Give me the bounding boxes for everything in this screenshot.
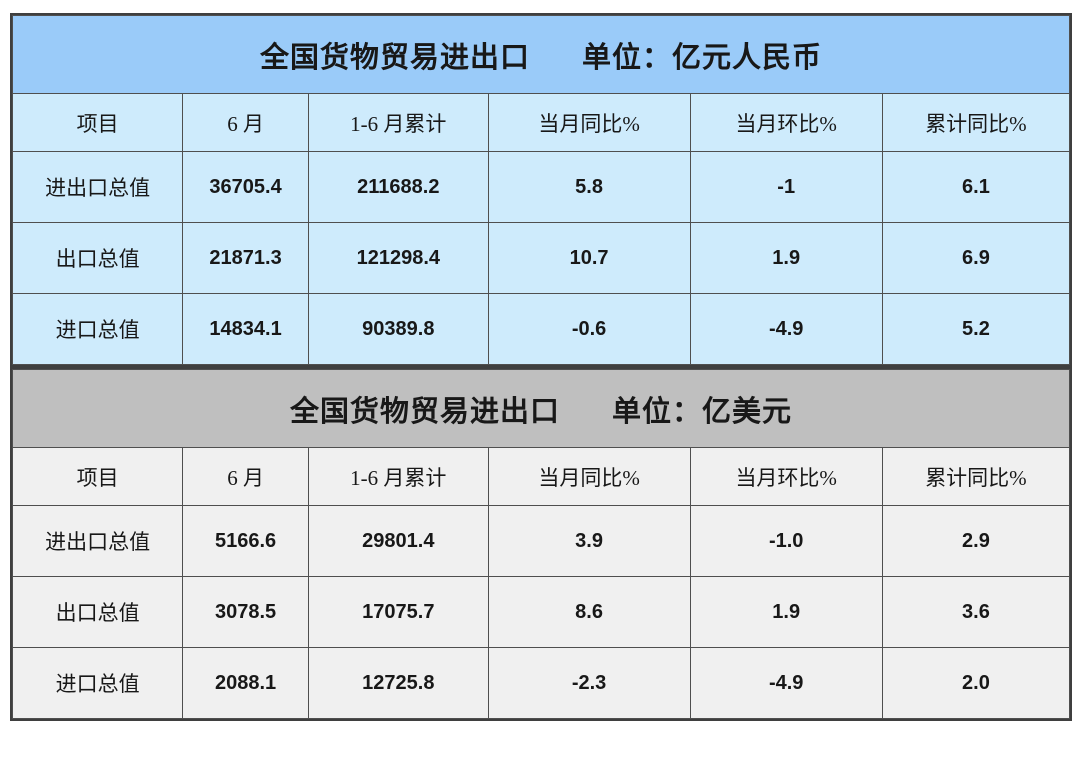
table-row: 进口总值 2088.1 12725.8 -2.3 -4.9 2.0 xyxy=(11,647,1071,719)
value-cell: 211688.2 xyxy=(307,151,489,223)
value-cell: 10.7 xyxy=(487,222,691,294)
header-cell: 当月环比% xyxy=(689,93,883,152)
value-cell: 5.8 xyxy=(487,151,691,223)
row-label-cell: 出口总值 xyxy=(11,576,184,648)
header-cell: 项目 xyxy=(11,447,184,506)
value-cell: 121298.4 xyxy=(307,222,489,294)
table-title-text: 全国货物贸易进出口 xyxy=(259,41,530,74)
trade-tables-container: 全国货物贸易进出口 单位：亿元人民币 项目 6 月 1-6 月累计 当月同比% 当月环比% 累… xyxy=(10,13,1072,721)
value-cell: 3.6 xyxy=(881,576,1071,648)
value-cell: 12725.8 xyxy=(307,647,489,719)
value-cell: 8.6 xyxy=(487,576,691,648)
value-cell: 1.9 xyxy=(689,222,883,294)
value-cell: 36705.4 xyxy=(182,151,309,223)
value-cell: 6.1 xyxy=(881,151,1071,223)
header-cell: 当月同比% xyxy=(487,447,691,506)
table-title-text: 全国货物贸易进出口 xyxy=(289,395,560,428)
row-label-cell: 出口总值 xyxy=(11,222,184,294)
table-row: 进口总值 14834.1 90389.8 -0.6 -4.9 5.2 xyxy=(11,293,1071,365)
table-title-cell: 全国货物贸易进出口 单位：亿元人民币 xyxy=(12,15,1070,94)
row-label-cell: 进出口总值 xyxy=(11,505,184,577)
header-cell: 当月同比% xyxy=(487,93,691,152)
table-unit-text: 单位：亿美元 xyxy=(612,395,793,428)
table-unit-text: 单位：亿元人民币 xyxy=(582,41,823,74)
table-section-rmb: 全国货物贸易进出口 单位：亿元人民币项目 6 月 1-6 月累计 当月同比% 当月环比% 累… xyxy=(10,13,1072,367)
stat-table-rmb: 全国货物贸易进出口 单位：亿元人民币项目 6 月 1-6 月累计 当月同比% 当月环比% 累… xyxy=(11,15,1071,365)
value-cell: -1 xyxy=(689,151,883,223)
value-cell: -1.0 xyxy=(689,505,883,577)
value-cell: -0.6 xyxy=(487,293,691,365)
table-row: 出口总值 21871.3 121298.4 10.7 1.9 6.9 xyxy=(11,222,1071,294)
value-cell: 5.2 xyxy=(881,293,1071,365)
table-title-cell: 全国货物贸易进出口 单位：亿美元 xyxy=(12,369,1070,448)
value-cell: 21871.3 xyxy=(182,222,309,294)
row-label-cell: 进口总值 xyxy=(11,647,184,719)
header-cell: 6 月 xyxy=(182,447,309,506)
table-row: 出口总值 3078.5 17075.7 8.6 1.9 3.6 xyxy=(11,576,1071,648)
header-cell: 累计同比% xyxy=(881,93,1071,152)
table-row: 进出口总值 36705.4 211688.2 5.8 -1 6.1 xyxy=(11,151,1071,223)
table-title-row: 全国货物贸易进出口 单位：亿元人民币 xyxy=(12,15,1070,94)
value-cell: 90389.8 xyxy=(307,293,489,365)
header-cell: 1-6 月累计 xyxy=(307,93,489,152)
value-cell: 17075.7 xyxy=(307,576,489,648)
stat-table-usd: 全国货物贸易进出口 单位：亿美元项目 6 月 1-6 月累计 当月同比% 当月环比% 累计同… xyxy=(11,369,1071,719)
header-cell: 累计同比% xyxy=(881,447,1071,506)
table-section-usd: 全国货物贸易进出口 单位：亿美元项目 6 月 1-6 月累计 当月同比% 当月环比% 累计同… xyxy=(10,367,1072,721)
value-cell: 2.9 xyxy=(881,505,1071,577)
header-cell: 6 月 xyxy=(182,93,309,152)
table-header-row: 项目 6 月 1-6 月累计 当月同比% 当月环比% 累计同比% xyxy=(11,447,1071,506)
row-label-cell: 进出口总值 xyxy=(11,151,184,223)
value-cell: 3.9 xyxy=(487,505,691,577)
value-cell: 1.9 xyxy=(689,576,883,648)
value-cell: 14834.1 xyxy=(182,293,309,365)
table-row: 进出口总值 5166.6 29801.4 3.9 -1.0 2.9 xyxy=(11,505,1071,577)
value-cell: 29801.4 xyxy=(307,505,489,577)
value-cell: -2.3 xyxy=(487,647,691,719)
row-label-cell: 进口总值 xyxy=(11,293,184,365)
header-cell: 当月环比% xyxy=(689,447,883,506)
value-cell: 6.9 xyxy=(881,222,1071,294)
table-header-row: 项目 6 月 1-6 月累计 当月同比% 当月环比% 累计同比% xyxy=(11,93,1071,152)
value-cell: 5166.6 xyxy=(182,505,309,577)
value-cell: -4.9 xyxy=(689,293,883,365)
value-cell: 2088.1 xyxy=(182,647,309,719)
value-cell: 2.0 xyxy=(881,647,1071,719)
value-cell: -4.9 xyxy=(689,647,883,719)
header-cell: 项目 xyxy=(11,93,184,152)
header-cell: 1-6 月累计 xyxy=(307,447,489,506)
value-cell: 3078.5 xyxy=(182,576,309,648)
table-title-row: 全国货物贸易进出口 单位：亿美元 xyxy=(12,369,1070,448)
